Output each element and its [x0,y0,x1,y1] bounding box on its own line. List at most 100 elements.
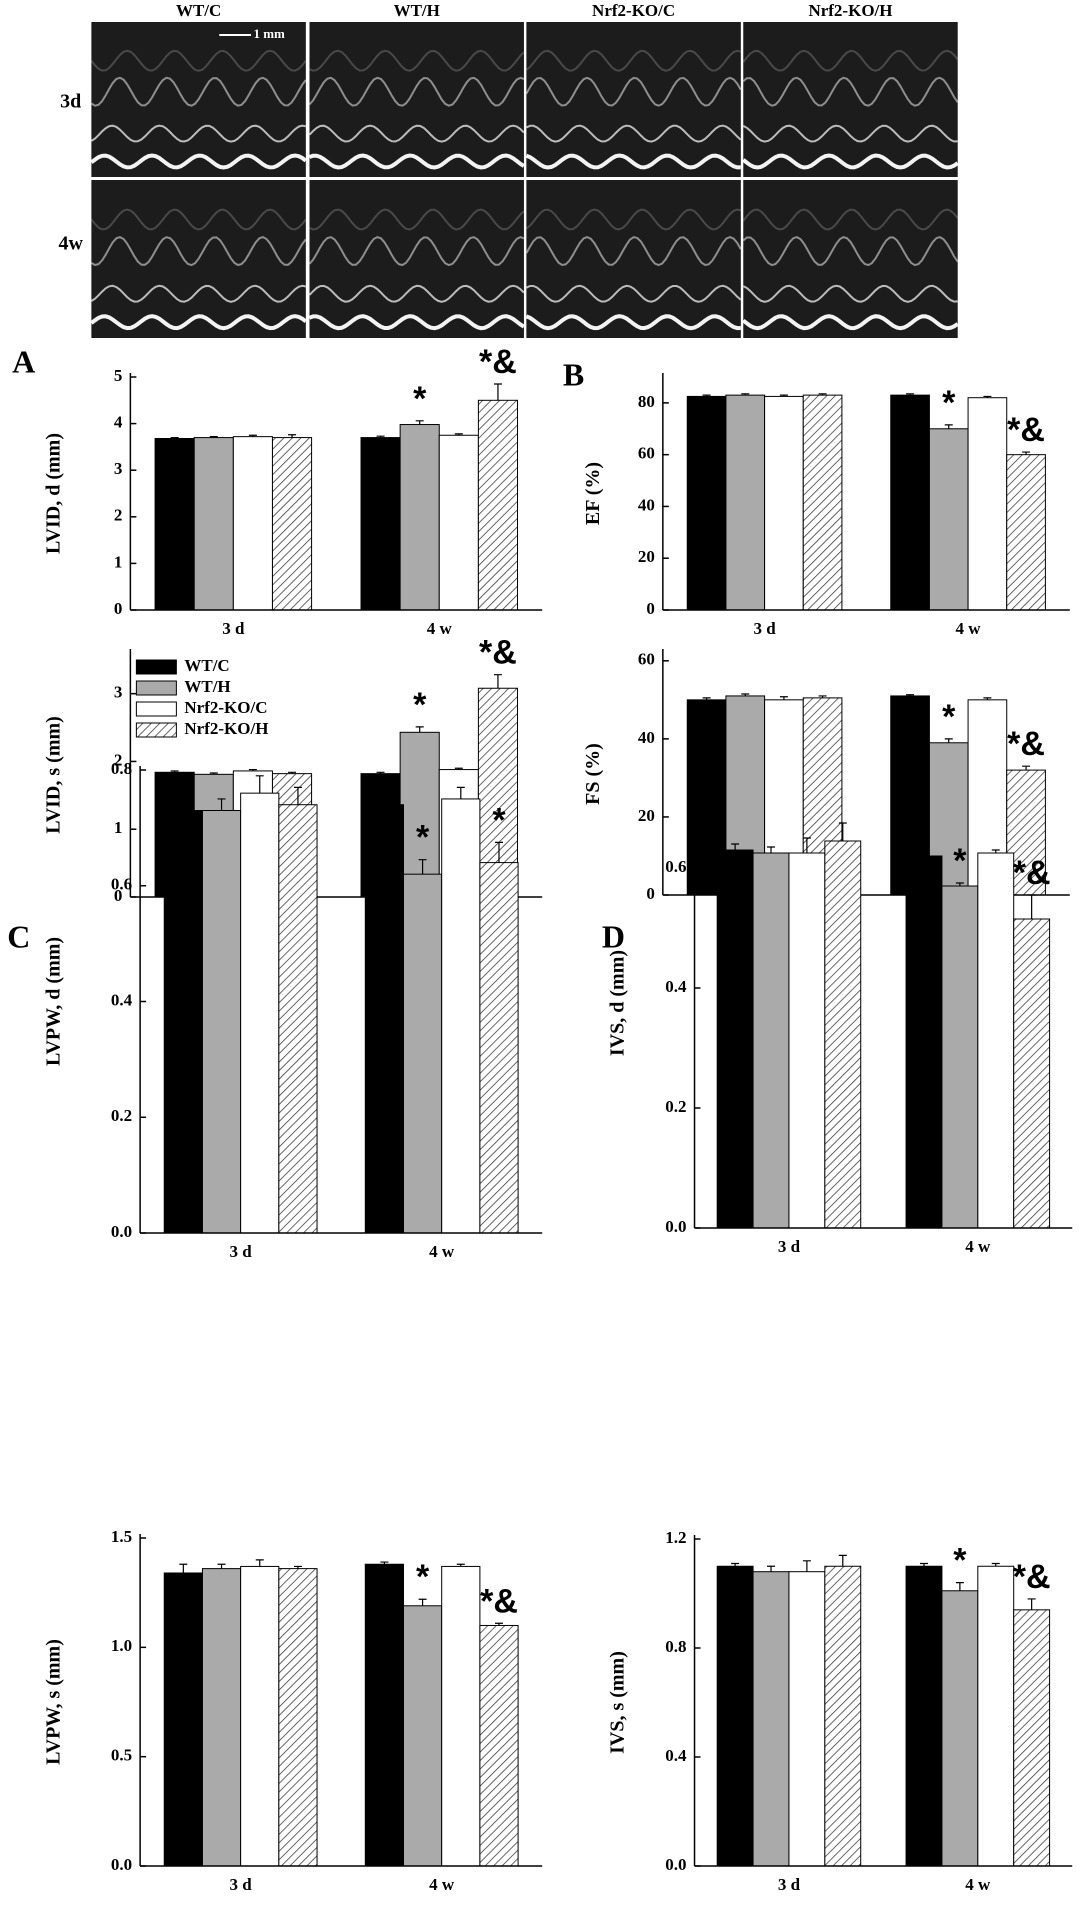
error-bar [1022,765,1031,771]
error-bar [702,394,711,397]
y-tick-label: 2 [114,506,123,525]
bar [686,395,727,611]
error-bar [955,1582,964,1591]
y-tick-label: 1.2 [665,1528,686,1547]
error-bar [906,393,915,396]
bar [154,438,195,611]
echo-image [309,180,524,338]
bar [441,798,481,1234]
echo-trace [90,314,308,331]
bar [399,731,440,898]
legend-swatch [135,701,177,717]
error-bar [179,804,188,811]
bar [479,862,519,1234]
bar [788,852,826,1229]
bar [1013,1609,1051,1867]
error-bar [779,394,788,397]
y-tick-label: 0.4 [665,977,687,996]
error-bar [415,420,424,425]
error-bar [818,695,827,698]
bar [271,437,313,611]
significance-mark: * [492,801,506,839]
bar [201,1568,242,1867]
error-bar [838,822,847,841]
y-tick-label: 0.0 [665,1855,686,1874]
bar [788,1571,826,1867]
error-bar [494,841,503,863]
error-bar [779,696,788,700]
error-bar [415,726,424,733]
x-tick-label: 3 d [230,1242,253,1261]
column-label: WT/H [394,1,440,20]
bar [977,1565,1015,1867]
y-axis-label: FS (%) [582,743,604,805]
x-tick-label: 4 w [965,1875,991,1894]
significance-mark: *& [480,1582,518,1620]
echo-trace [90,208,307,231]
y-tick-label: 80 [638,392,655,411]
legend-label: WT/H [184,677,230,696]
bar [240,792,280,1234]
error-bar [418,1598,427,1606]
x-tick-label: 4 w [429,1242,455,1261]
significance-mark: * [942,384,956,422]
y-tick-label: 0.2 [665,1097,686,1116]
echo-trace [525,49,742,72]
error-bar [906,694,915,696]
bar [360,437,401,611]
y-tick-label: 0.2 [111,1106,132,1125]
error-bar [454,433,463,436]
echo-trace [525,236,742,267]
significance-mark: * [413,686,427,724]
y-axis-label: LVID, s (mm) [42,716,64,834]
echo-trace [525,284,742,303]
legend-swatch [135,659,177,675]
bar [232,436,273,611]
error-bar [741,693,750,696]
error-bar [288,434,297,438]
error-bar [802,837,811,853]
legend-swatch [135,680,177,696]
y-tick-label: 0.8 [665,1637,686,1656]
legend-swatch [135,722,177,738]
error-bar [818,393,827,396]
error-bar [376,771,385,774]
bar [438,434,479,611]
error-bar [1022,451,1031,455]
y-tick-label: 0 [114,599,123,618]
y-tick-label: 60 [638,650,655,669]
echo-trace [742,236,959,267]
legend-label: WT/C [184,656,229,675]
significance-mark: * [953,1542,967,1580]
echo-image [309,22,524,177]
y-tick-label: 0.0 [111,1222,132,1241]
error-bar [380,1561,389,1565]
significance-mark: * [416,819,430,857]
error-bar [376,435,385,438]
significance-mark: * [416,1558,430,1596]
echo-trace [742,284,958,303]
echo-trace [90,49,307,72]
y-tick-label: 0.8 [111,759,132,778]
bar [764,395,804,611]
error-bar [802,1560,811,1572]
y-axis-label: LVPW, d (mm) [42,937,64,1066]
echo-trace [308,153,525,170]
legend-label: Nrf2-KO/C [184,698,267,717]
bar [752,852,790,1229]
bar [977,852,1015,1229]
error-bar [919,843,928,856]
bar [278,1568,318,1867]
echo-trace [308,76,525,107]
y-tick-label: 0.0 [665,1217,686,1236]
bar [163,810,203,1234]
y-tick-label: 0.6 [111,875,132,894]
legend-label: Nrf2-KO/H [184,719,268,738]
significance-mark: *& [1013,1558,1051,1596]
x-tick-label: 4 w [427,619,453,638]
y-axis-label: LVID, d (mm) [42,433,64,554]
echo-trace [525,153,741,170]
bar [716,1565,754,1867]
y-tick-label: 0.5 [111,1746,132,1765]
